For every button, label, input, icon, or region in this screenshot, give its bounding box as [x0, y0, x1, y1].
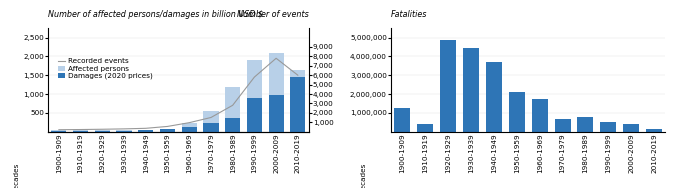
Text: Decades: Decades [14, 162, 20, 188]
Bar [268, 95, 284, 132]
Text: Fatalities: Fatalities [391, 10, 427, 19]
Bar [138, 130, 154, 132]
Text: Number of affected persons/damages in billion USD $: Number of affected persons/damages in bi… [48, 10, 263, 19]
Legend: Recorded events, Affected persons, Damages (2020 prices): Recorded events, Affected persons, Damag… [57, 58, 153, 80]
Bar [532, 99, 547, 132]
Bar [646, 129, 662, 132]
Bar [509, 92, 525, 132]
Bar [225, 118, 240, 132]
Bar [182, 127, 197, 132]
Bar [160, 129, 175, 132]
Bar [578, 117, 593, 132]
Bar [203, 111, 219, 132]
Bar [73, 130, 88, 132]
Bar [225, 87, 240, 132]
Bar [182, 123, 197, 132]
Bar [623, 124, 639, 132]
Bar [247, 60, 262, 132]
Bar [290, 70, 305, 132]
Bar [600, 122, 616, 132]
Bar [51, 131, 67, 132]
Bar [247, 98, 262, 132]
Text: Decades: Decades [361, 162, 366, 188]
Bar [117, 131, 132, 132]
Bar [290, 77, 305, 132]
Bar [138, 130, 154, 132]
Bar [486, 62, 502, 132]
Bar [268, 53, 284, 132]
Bar [160, 129, 175, 132]
Bar [394, 108, 410, 132]
Bar [117, 130, 132, 132]
Bar [95, 130, 110, 132]
Text: Number of events: Number of events [237, 10, 309, 19]
Bar [73, 131, 88, 132]
Bar [417, 124, 434, 132]
Bar [554, 119, 571, 132]
Bar [51, 130, 67, 132]
Bar [463, 48, 479, 132]
Bar [440, 40, 456, 132]
Bar [95, 131, 110, 132]
Bar [203, 123, 219, 132]
